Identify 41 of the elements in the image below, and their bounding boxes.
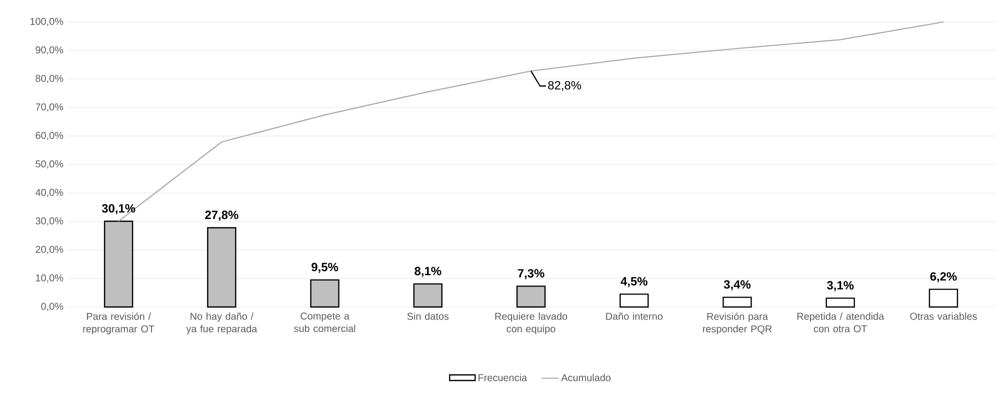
y-tick-label: 10,0% [36, 274, 64, 283]
y-tick-label: 20,0% [36, 246, 64, 254]
data-label: 3,4% [724, 280, 751, 290]
y-tick-label: 90,0% [36, 46, 64, 55]
x-tick-label: Daño interno [606, 312, 662, 320]
data-label: 27,8% [205, 210, 238, 221]
y-tick-label: 60,0% [36, 132, 64, 140]
bar [207, 227, 236, 308]
data-label: 30,1% [102, 204, 136, 214]
x-tick-label: No hay daño / ya fue reparada [186, 312, 258, 334]
x-tick-label: Revisión para responder PQR [703, 312, 772, 334]
bar [104, 220, 134, 308]
y-tick-label: 50,0% [36, 160, 64, 169]
bar [620, 294, 649, 308]
y-tick-label: 70,0% [36, 103, 64, 112]
data-label: 3,1% [827, 281, 854, 292]
x-tick-label: Otras variables [910, 312, 977, 320]
bar [310, 279, 340, 308]
data-label: 9,5% [312, 262, 338, 273]
annotation: 82,8% [548, 81, 582, 91]
bar [413, 283, 442, 308]
bar [826, 298, 855, 308]
data-label: 8,1% [414, 266, 442, 277]
x-tick-label: Requiere lavado con equipo [495, 312, 568, 334]
legend-label: Frecuencia [478, 374, 528, 382]
y-tick-label: 100,0% [30, 18, 64, 26]
bar [928, 288, 958, 308]
x-tick-label: Para revisión / reprogramar OT [83, 312, 154, 334]
bar [722, 296, 752, 308]
x-tick-label: Repetida / atendida con otra OT [797, 312, 884, 332]
legend-label: Acumulado [561, 374, 611, 382]
data-label: 6,2% [930, 272, 957, 282]
y-tick-label: 0,0% [41, 302, 64, 312]
y-tick-label: 80,0% [36, 74, 64, 84]
y-tick-label: 40,0% [35, 188, 64, 198]
x-tick-label: Compete a sub comercial [294, 312, 356, 332]
data-label: 4,5% [620, 277, 648, 288]
y-tick-label: 30,0% [36, 217, 64, 226]
bar [516, 286, 546, 308]
data-label: 7,3% [518, 269, 544, 280]
x-tick-label: Sin datos [407, 312, 449, 320]
